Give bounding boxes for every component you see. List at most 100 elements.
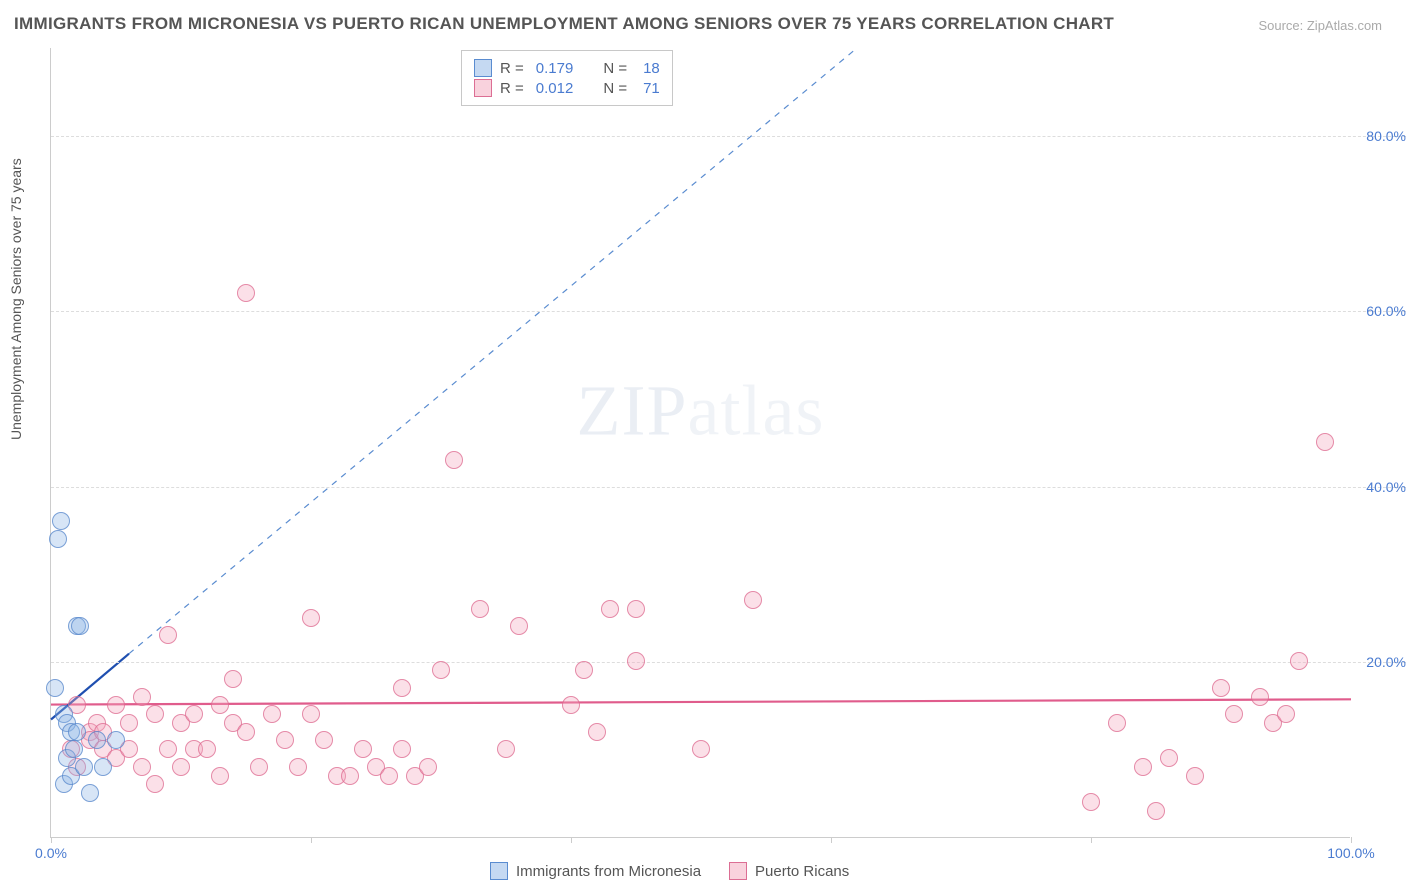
trend-lines-svg <box>51 48 1350 837</box>
x-tick-mark <box>1351 837 1352 843</box>
scatter-plot: ZIPatlas R = 0.179 N = 18 R = 0.012 N = … <box>50 48 1350 838</box>
scatter-point <box>1134 758 1152 776</box>
scatter-point <box>107 696 125 714</box>
scatter-point <box>52 512 70 530</box>
y-tick-label: 20.0% <box>1366 654 1406 670</box>
scatter-point <box>302 705 320 723</box>
scatter-point <box>198 740 216 758</box>
scatter-point <box>1082 793 1100 811</box>
source-attribution: Source: ZipAtlas.com <box>1258 18 1382 33</box>
stat-r-label: R = <box>500 80 524 97</box>
stat-r-value-pink: 0.012 <box>536 80 574 97</box>
stat-n-label: N = <box>603 80 627 97</box>
scatter-point <box>159 626 177 644</box>
scatter-point <box>263 705 281 723</box>
scatter-point <box>744 591 762 609</box>
y-tick-label: 80.0% <box>1366 128 1406 144</box>
swatch-pink-icon <box>474 79 492 97</box>
x-tick-mark <box>571 837 572 843</box>
scatter-point <box>146 775 164 793</box>
scatter-point <box>211 696 229 714</box>
scatter-point <box>159 740 177 758</box>
scatter-point <box>1108 714 1126 732</box>
stats-row-blue: R = 0.179 N = 18 <box>474 59 660 77</box>
x-tick-mark <box>831 837 832 843</box>
scatter-point <box>237 284 255 302</box>
scatter-point <box>224 670 242 688</box>
scatter-point <box>341 767 359 785</box>
scatter-point <box>65 740 83 758</box>
scatter-point <box>88 731 106 749</box>
scatter-point <box>380 767 398 785</box>
scatter-point <box>71 617 89 635</box>
legend-item-pink: Puerto Ricans <box>729 862 849 880</box>
y-tick-label: 60.0% <box>1366 303 1406 319</box>
scatter-point <box>588 723 606 741</box>
scatter-point <box>471 600 489 618</box>
scatter-point <box>185 705 203 723</box>
scatter-point <box>211 767 229 785</box>
scatter-point <box>289 758 307 776</box>
stat-n-value-blue: 18 <box>643 60 660 77</box>
scatter-point <box>510 617 528 635</box>
scatter-point <box>133 688 151 706</box>
scatter-point <box>276 731 294 749</box>
stats-row-pink: R = 0.012 N = 71 <box>474 79 660 97</box>
scatter-point <box>107 731 125 749</box>
scatter-point <box>393 679 411 697</box>
scatter-point <box>445 451 463 469</box>
scatter-point <box>133 758 151 776</box>
chart-title: IMMIGRANTS FROM MICRONESIA VS PUERTO RIC… <box>14 14 1114 34</box>
scatter-point <box>49 530 67 548</box>
x-tick-mark <box>1091 837 1092 843</box>
scatter-point <box>497 740 515 758</box>
scatter-point <box>302 609 320 627</box>
scatter-point <box>1225 705 1243 723</box>
scatter-point <box>692 740 710 758</box>
legend-item-blue: Immigrants from Micronesia <box>490 862 701 880</box>
scatter-point <box>354 740 372 758</box>
scatter-point <box>1316 433 1334 451</box>
bottom-legend: Immigrants from Micronesia Puerto Ricans <box>490 862 849 880</box>
scatter-point <box>1212 679 1230 697</box>
y-tick-label: 40.0% <box>1366 479 1406 495</box>
stat-r-label: R = <box>500 60 524 77</box>
legend-label-blue: Immigrants from Micronesia <box>516 863 701 880</box>
x-tick-label: 0.0% <box>35 845 67 861</box>
stat-r-value-blue: 0.179 <box>536 60 574 77</box>
scatter-point <box>1186 767 1204 785</box>
scatter-point <box>81 784 99 802</box>
scatter-point <box>46 679 64 697</box>
y-axis-label: Unemployment Among Seniors over 75 years <box>8 158 24 440</box>
swatch-blue-icon <box>474 59 492 77</box>
scatter-point <box>562 696 580 714</box>
scatter-point <box>1147 802 1165 820</box>
swatch-pink-icon <box>729 862 747 880</box>
scatter-point <box>75 758 93 776</box>
scatter-point <box>432 661 450 679</box>
stat-n-value-pink: 71 <box>643 80 660 97</box>
scatter-point <box>172 758 190 776</box>
scatter-point <box>1277 705 1295 723</box>
stats-legend-box: R = 0.179 N = 18 R = 0.012 N = 71 <box>461 50 673 106</box>
scatter-point <box>419 758 437 776</box>
legend-label-pink: Puerto Ricans <box>755 863 849 880</box>
gridline <box>51 487 1406 488</box>
scatter-point <box>1160 749 1178 767</box>
gridline <box>51 311 1406 312</box>
scatter-point <box>68 723 86 741</box>
scatter-point <box>393 740 411 758</box>
scatter-point <box>94 758 112 776</box>
scatter-point <box>1290 652 1308 670</box>
x-tick-mark <box>51 837 52 843</box>
scatter-point <box>627 600 645 618</box>
x-tick-mark <box>311 837 312 843</box>
scatter-point <box>601 600 619 618</box>
scatter-point <box>627 652 645 670</box>
scatter-point <box>237 723 255 741</box>
scatter-point <box>146 705 164 723</box>
stat-n-label: N = <box>603 60 627 77</box>
gridline <box>51 136 1406 137</box>
scatter-point <box>1251 688 1269 706</box>
x-tick-label: 100.0% <box>1327 845 1374 861</box>
